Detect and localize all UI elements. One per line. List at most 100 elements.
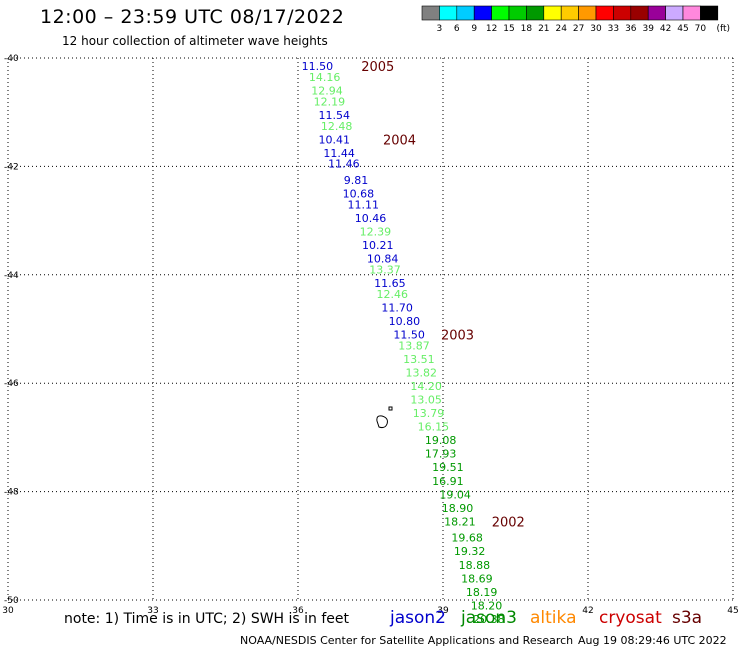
- legend-label: 15: [503, 24, 514, 34]
- wave-height-label: 12.46: [377, 288, 409, 301]
- legend-swatch: [560, 5, 579, 21]
- legend-swatch: [700, 5, 719, 21]
- legend-label: 9: [471, 24, 477, 34]
- wave-height-label: 13.51: [403, 353, 435, 366]
- legend-label: 3: [437, 24, 443, 34]
- wave-height-label: 18.20: [471, 599, 503, 612]
- time-annotation: 2002: [492, 515, 525, 530]
- page-title: 12:00 – 23:59 UTC 08/17/2022: [40, 6, 345, 28]
- legend-swatch: [578, 5, 597, 21]
- wave-height-label: 16.15: [418, 421, 450, 434]
- legend-label: 24: [555, 24, 567, 34]
- wave-height-label: 10.68: [343, 188, 375, 201]
- x-tick-label: 36: [292, 606, 304, 616]
- legend-label: 70: [695, 24, 707, 34]
- data-labels: 11.5011.5410.4111.4411.469.8110.6811.111…: [302, 60, 505, 626]
- wave-height-label: 11.50: [302, 60, 334, 73]
- credit-text: NOAA/NESDIS Center for Satellite Applica…: [240, 634, 574, 647]
- wave-height-label: 11.46: [328, 158, 360, 171]
- wave-height-label: 16.91: [432, 475, 464, 488]
- legend-swatch: [421, 5, 440, 21]
- y-tick-label: -40: [4, 54, 19, 64]
- legend-unit: (ft): [716, 24, 730, 34]
- x-tick-label: 45: [727, 606, 738, 616]
- mission-altika: altika: [530, 608, 577, 628]
- legend-swatch: [491, 5, 510, 21]
- x-tick-label: 42: [582, 606, 593, 616]
- legend-label: 39: [642, 24, 654, 34]
- legend-swatch: [647, 5, 666, 21]
- wave-height-label: 19.08: [425, 434, 457, 447]
- wave-height-label: 17.93: [425, 448, 457, 461]
- wave-height-label: 11.65: [374, 277, 406, 290]
- legend-swatch: [439, 5, 458, 21]
- wave-height-label: 11.70: [381, 301, 413, 314]
- wave-height-label: 10.21: [362, 239, 394, 252]
- legend-swatch: [456, 5, 475, 21]
- wave-height-label: 13.82: [406, 366, 438, 379]
- chart-grid: [7, 57, 734, 601]
- mission-cryosat: cryosat: [599, 608, 662, 628]
- island-outline: [376, 406, 393, 429]
- wave-height-label: 11.11: [348, 198, 380, 211]
- legend-label: 36: [625, 24, 637, 34]
- mission-label: altika: [530, 608, 577, 628]
- wave-height-label: 14.20: [410, 380, 442, 393]
- wave-height-label: 18.90: [442, 502, 474, 515]
- legend-label: 45: [677, 24, 688, 34]
- y-tick-label: -50: [4, 596, 19, 606]
- legend-label: 18: [521, 24, 533, 34]
- wave-height-label: 19.32: [454, 545, 486, 558]
- wave-height-label: 12.19: [314, 95, 346, 108]
- wave-height-label: 12.39: [360, 225, 392, 238]
- legend-swatch: [595, 5, 614, 21]
- legend-label: 30: [590, 24, 602, 34]
- wave-height-label: 10.80: [389, 315, 421, 328]
- legend-swatch: [526, 5, 545, 21]
- legend-label: 6: [454, 24, 460, 34]
- legend-swatch: [543, 5, 562, 21]
- wave-height-label: 12.48: [321, 120, 353, 133]
- x-tick-label: 30: [2, 606, 14, 616]
- wave-height-label: 13.37: [369, 263, 401, 276]
- y-tick-label: -46: [4, 379, 19, 389]
- wave-height-label: 18.88: [459, 559, 491, 572]
- wave-height-label: 20.38: [473, 613, 505, 626]
- wave-height-label: 11.54: [319, 109, 351, 122]
- axis-ticks: 30 33 36 39 42 45 -40 -42 -44 -46 -48 -50: [2, 54, 738, 616]
- mission-label: s3a: [672, 608, 703, 628]
- y-tick-label: -42: [4, 162, 19, 172]
- wave-height-label: 18.69: [461, 572, 493, 585]
- wave-height-label: 14.16: [309, 71, 341, 84]
- x-tick-label: 33: [147, 606, 158, 616]
- wave-height-label: 10.84: [367, 253, 399, 266]
- wave-height-label: 18.19: [466, 586, 498, 599]
- wave-height-label: 19.04: [439, 488, 471, 501]
- legend-swatch: [508, 5, 527, 21]
- wave-height-label: 9.81: [344, 174, 369, 187]
- mission-label: jason2: [390, 608, 446, 628]
- legend-swatch: [665, 5, 684, 21]
- time-annotation: 2004: [383, 133, 416, 148]
- legend-label: 42: [660, 24, 671, 34]
- time-annotation: 2003: [441, 328, 474, 343]
- wave-height-label: 11.50: [393, 328, 425, 341]
- wave-height-label: 13.87: [398, 339, 430, 352]
- year-annotations: 2005 2004 2003 2002: [361, 60, 525, 530]
- footnote: note: 1) Time is in UTC; 2) SWH is in fe…: [64, 611, 350, 627]
- legend-swatch: [473, 5, 492, 21]
- color-scale-legend: 3 6 9 12 15 18 21 24 27 30 33 36 39 42 45 70 (ft): [421, 5, 730, 34]
- legend-label: 33: [608, 24, 619, 34]
- y-tick-label: -44: [4, 271, 19, 281]
- wave-height-label: 18.21: [444, 515, 476, 528]
- mission-label: jason3: [461, 608, 517, 628]
- timestamp-text: Aug 19 08:29:46 UTC 2022: [578, 634, 727, 647]
- wave-height-label: 19.51: [432, 461, 464, 474]
- mission-jason2: jason2: [390, 608, 446, 628]
- legend-swatch: [682, 5, 701, 21]
- wave-height-label: 12.94: [311, 85, 343, 98]
- page-subtitle: 12 hour collection of altimeter wave hei…: [62, 34, 328, 48]
- legend-label: 21: [538, 24, 549, 34]
- legend-swatch: [630, 5, 649, 21]
